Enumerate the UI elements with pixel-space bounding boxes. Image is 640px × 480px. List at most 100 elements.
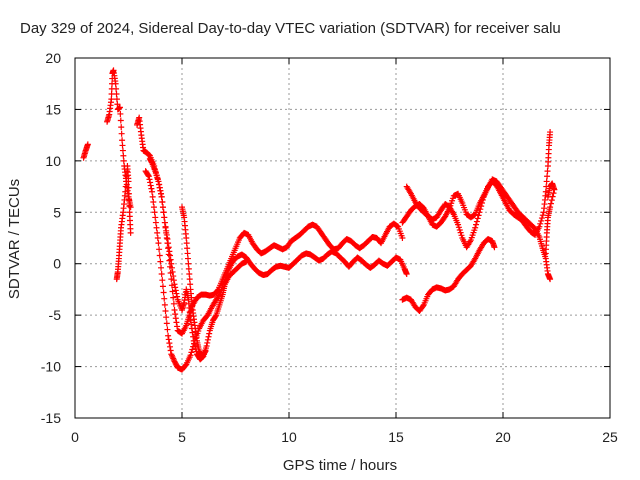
data-point-track-f — [188, 321, 195, 328]
data-point-track-d — [170, 294, 177, 301]
data-point-track-b — [118, 124, 125, 131]
data-point-track-e — [189, 346, 196, 353]
y-tick-label: 5 — [53, 204, 61, 220]
x-tick-label: 0 — [71, 429, 79, 445]
data-point-track-f — [163, 231, 170, 238]
data-point-track-b — [113, 96, 120, 103]
data-point-track-f — [170, 273, 177, 280]
data-point-track-i — [457, 229, 464, 236]
data-point-track-f — [168, 260, 175, 267]
data-point-track-e — [159, 277, 166, 284]
data-point-track-f — [206, 330, 213, 337]
data-point-track-f — [167, 256, 174, 263]
data-point-track-f — [162, 223, 169, 230]
data-point-track-d — [166, 257, 173, 264]
data-point-track-g — [186, 276, 193, 283]
data-point-track-f — [160, 209, 167, 216]
data-point-track-e — [165, 332, 172, 339]
data-point-track-b — [127, 204, 134, 211]
data-point-track-e — [162, 308, 169, 315]
data-point-track-i — [539, 212, 546, 219]
data-point-track-b — [119, 142, 126, 149]
data-point-track-e — [146, 176, 153, 183]
y-tick-label: -15 — [41, 410, 61, 426]
data-point-track-e — [147, 182, 154, 189]
data-point-track-e — [154, 229, 161, 236]
data-point-track-f — [192, 343, 199, 350]
data-point-track-f — [165, 240, 172, 247]
data-point-track-f — [212, 313, 219, 320]
x-tick-label: 5 — [178, 429, 186, 445]
data-point-track-c — [125, 178, 132, 185]
data-point-track-b — [117, 117, 124, 124]
data-point-track-e — [156, 252, 163, 259]
data-point-track-e — [145, 172, 152, 179]
data-point-track-i — [537, 220, 544, 227]
data-point-track-c — [126, 203, 133, 210]
data-point-track-f — [203, 343, 210, 349]
data-point-track-d — [172, 315, 179, 322]
data-point-track-f — [161, 214, 168, 221]
data-point-track-e — [152, 219, 159, 226]
data-point-track-e — [149, 193, 156, 200]
data-point-track-c — [122, 188, 129, 195]
data-point-track-f — [159, 204, 166, 211]
data-point-track-i — [473, 218, 480, 225]
data-point-track-e — [161, 295, 168, 302]
axis-ticks: 0 5 10 15 20 25 -15 -10 -5 0 5 10 15 20 — [41, 50, 618, 445]
x-axis-label: GPS time / hours — [283, 457, 397, 474]
data-point-track-i — [547, 129, 554, 136]
data-point-track-d — [170, 300, 177, 307]
data-point-track-c — [122, 183, 129, 190]
data-point-track-c — [125, 190, 132, 197]
data-point-track-e — [150, 199, 157, 205]
data-point-track-f — [174, 293, 181, 300]
data-point-track-f — [163, 227, 170, 234]
data-point-track-e — [188, 349, 195, 356]
data-point-track-f — [243, 258, 250, 265]
data-point-track-f — [168, 264, 175, 271]
data-point-track-k — [547, 200, 554, 207]
data-point-track-f — [164, 236, 171, 243]
data-point-track-e — [165, 336, 172, 343]
data-point-track-k — [549, 193, 556, 200]
data-point-track-f — [173, 290, 180, 297]
data-point-track-b — [108, 96, 115, 103]
data-point-track-i — [544, 173, 551, 180]
data-point-track-h — [491, 244, 498, 251]
data-point-track-e — [145, 173, 152, 180]
data-point-track-e — [167, 347, 174, 354]
data-point-track-b — [113, 91, 120, 97]
data-point-track-g — [186, 271, 193, 277]
data-point-track-f — [171, 281, 178, 288]
data-point-track-f — [166, 248, 173, 255]
data-point-track-e — [147, 179, 154, 186]
data-point-track-f — [158, 190, 165, 197]
data-point-track-f — [161, 219, 168, 226]
data-point-track-k — [548, 197, 555, 204]
x-tick-label: 20 — [495, 429, 511, 445]
y-tick-label: 20 — [45, 50, 61, 66]
data-point-track-e — [156, 246, 163, 253]
data-point-track-b — [118, 130, 125, 137]
data-point-track-e — [163, 314, 170, 321]
x-tick-label: 15 — [388, 429, 404, 445]
data-point-track-d — [165, 245, 172, 252]
data-point-track-h — [419, 303, 426, 310]
data-point-track-i — [473, 221, 480, 228]
data-point-track-e — [163, 320, 170, 327]
data-point-track-b — [114, 101, 121, 108]
data-point-track-e — [161, 301, 168, 308]
data-point-track-e — [153, 224, 160, 231]
y-tick-label: 10 — [45, 153, 61, 169]
data-point-track-b — [117, 110, 124, 117]
data-point-track-g — [185, 260, 192, 267]
data-point-track-g — [202, 348, 209, 355]
y-tick-label: 15 — [45, 101, 61, 117]
data-point-track-c — [126, 196, 133, 203]
data-point-track-f — [204, 339, 211, 346]
data-point-track-g — [184, 250, 191, 257]
data-point-track-g — [201, 349, 208, 356]
data-point-track-b — [112, 80, 119, 87]
